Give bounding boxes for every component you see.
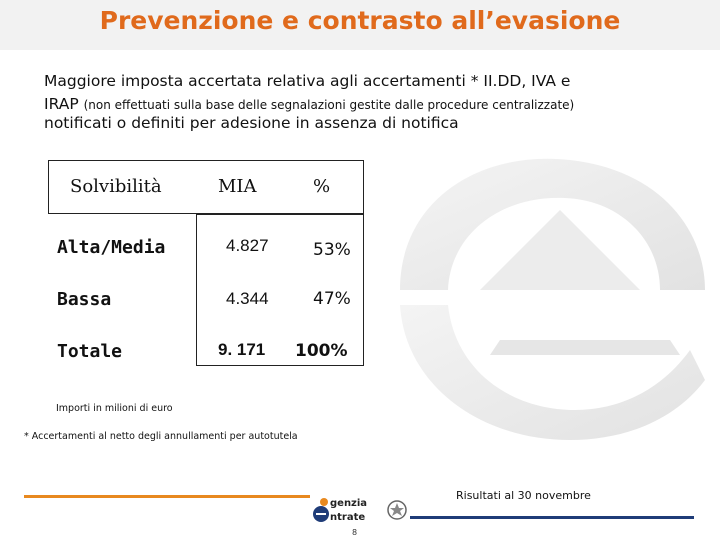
header-pct: % [313,176,331,197]
note-importi: Importi in milioni di euro [56,403,173,414]
header-mia: MIA [218,176,257,197]
subtitle-line-2: IRAP (non effettuati sulla base delle se… [44,95,704,113]
row-mia: 4.827 [226,236,269,255]
row-label: Bassa [57,289,112,310]
footer-date: Risultati al 30 novembre [456,489,591,502]
logo-line-2: ntrate [330,512,365,523]
row-pct: 100% [295,341,348,361]
row-label: Alta/Media [57,237,166,258]
logo-line-1: genzia [330,498,367,509]
footer-line-blue [410,516,694,519]
subtitle-irap: IRAP [44,95,79,113]
table-header-box [48,160,364,214]
table-data-box [196,214,364,366]
row-mia: 9. 171 [218,340,266,359]
footer-line-left [24,495,224,498]
subtitle-note: (non effettuati sulla base delle segnala… [83,98,575,112]
title-bar [0,0,720,50]
row-label: Totale [57,341,123,362]
row-pct: 47% [313,289,351,309]
emblem-icon [387,500,407,520]
page-number: 8 [352,528,358,537]
note-accertamenti: * Accertamenti al netto degli annullamen… [24,431,298,442]
row-pct: 53% [313,240,351,260]
header-solvibilita: Solvibilità [70,176,162,197]
footer-line-orange [219,495,310,498]
subtitle-line-3: notificati o definiti per adesione in as… [44,114,459,132]
row-mia: 4.344 [226,289,269,308]
subtitle-line-1: Maggiore imposta accertata relativa agli… [44,72,571,90]
logo-a-icon [320,498,328,506]
page-title: Prevenzione e contrasto all’evasione [99,6,621,35]
agenzia-entrate-logo: genzia ntrate [313,498,407,523]
agency-watermark-icon [400,158,705,440]
